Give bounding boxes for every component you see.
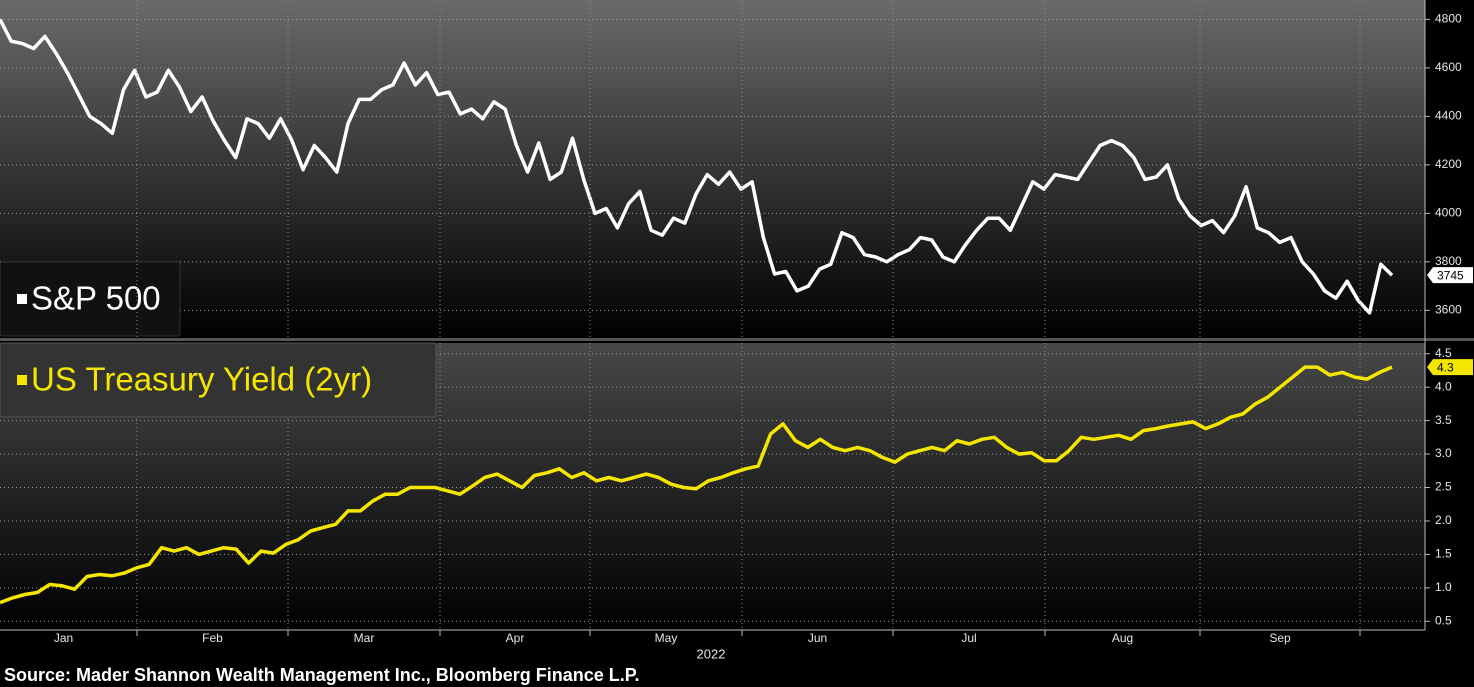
y-tick-label: 3800 bbox=[1435, 254, 1462, 268]
legend-swatch bbox=[17, 294, 27, 304]
x-tick-label: Jun bbox=[808, 631, 827, 645]
x-tick-label: Apr bbox=[506, 631, 525, 645]
series-line bbox=[0, 365, 1393, 605]
y-tick-label: 4000 bbox=[1435, 206, 1462, 220]
y-tick-label: 4600 bbox=[1435, 60, 1462, 74]
source: Source: Mader Shannon Wealth Management … bbox=[4, 665, 639, 685]
x-tick-label: Feb bbox=[202, 631, 223, 645]
last-value-label: 3745 bbox=[1437, 268, 1464, 282]
y-tick-label: 2.5 bbox=[1435, 480, 1452, 494]
last-value-badge bbox=[1427, 267, 1473, 284]
y-tick-label: 4400 bbox=[1435, 109, 1462, 123]
x-tick-label: May bbox=[655, 631, 678, 645]
y-tick-label: 4800 bbox=[1435, 12, 1462, 26]
y-tick-label: 3600 bbox=[1435, 303, 1462, 317]
legend-box bbox=[0, 342, 437, 418]
y-tick-label: 3.0 bbox=[1435, 446, 1452, 460]
y-tick-label: 4200 bbox=[1435, 157, 1462, 171]
y-tick-label: 4.5 bbox=[1435, 346, 1452, 360]
last-value-badge bbox=[1427, 359, 1473, 376]
y-tick-label: 3.5 bbox=[1435, 413, 1452, 427]
y-tick-label: 2.0 bbox=[1435, 513, 1452, 527]
x-tick-label: Jan bbox=[54, 631, 73, 645]
y-tick-label: 1.5 bbox=[1435, 547, 1452, 561]
y-tick-label: 0.5 bbox=[1435, 613, 1452, 627]
legend-label: US Treasury Yield (2yr) bbox=[31, 361, 372, 398]
y-tick-label: 1.0 bbox=[1435, 580, 1452, 594]
panel-top bbox=[0, 0, 1425, 337]
x-tick-label: Aug bbox=[1112, 631, 1133, 645]
legend-box bbox=[0, 261, 181, 337]
x-axis-label: 2022 bbox=[697, 646, 726, 661]
x-tick-label: Mar bbox=[354, 631, 375, 645]
legend-label: S&P 500 bbox=[31, 280, 161, 317]
y-tick-label: 4.0 bbox=[1435, 379, 1452, 393]
x-tick-label: Jul bbox=[961, 631, 976, 645]
last-value-label: 4.3 bbox=[1437, 360, 1454, 374]
x-tick-label: Sep bbox=[1269, 631, 1291, 645]
legend-swatch bbox=[17, 375, 27, 385]
series-line bbox=[0, 18, 1394, 315]
